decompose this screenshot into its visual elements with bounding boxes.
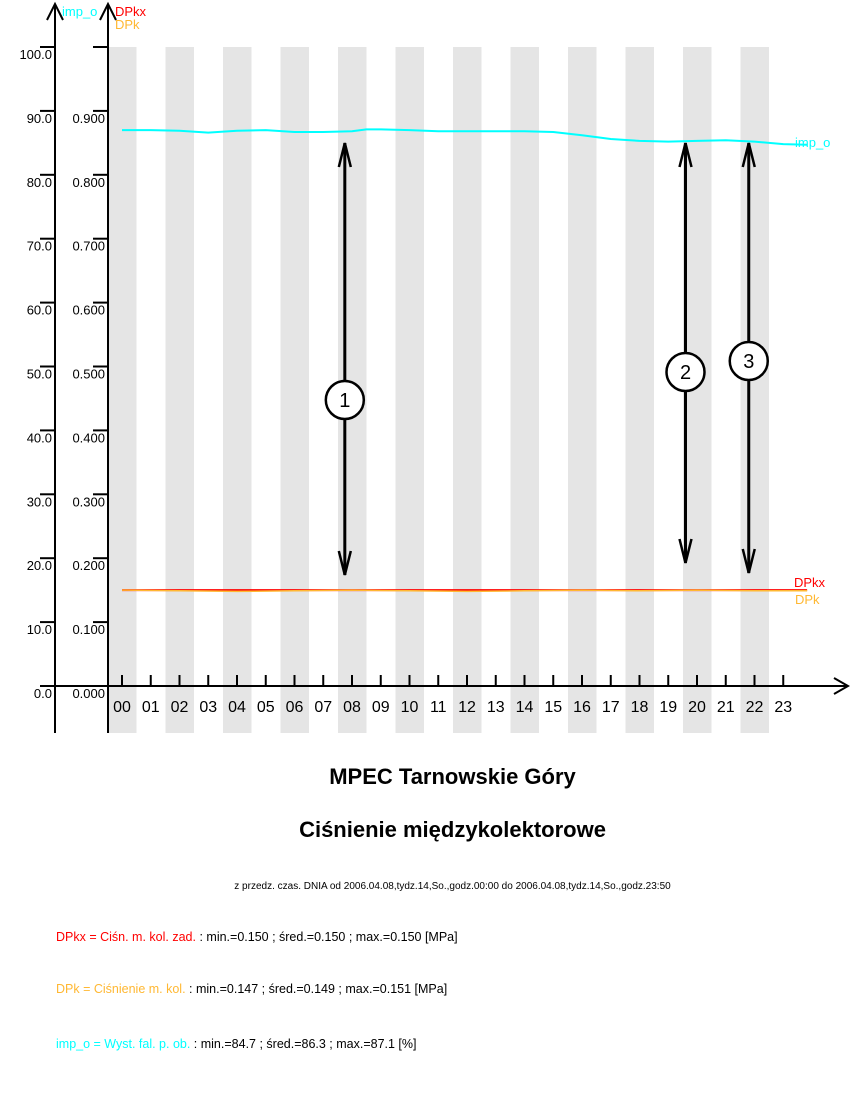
y-tick-label-right: 0.700 [72, 239, 105, 254]
x-tick-label: 17 [602, 699, 620, 716]
grid-stripe [740, 47, 769, 733]
time-period: z przedz. czas. DNIA od 2006.04.08,tydz.… [234, 881, 671, 892]
grid-stripe [165, 47, 194, 733]
y-tick-label-left: 90.0 [27, 111, 52, 126]
marker-circle [665, 351, 706, 393]
legend-stats: : min.=0.150 ; śred.=0.150 ; max.=0.150 … [195, 930, 458, 944]
x-tick-label: 12 [458, 699, 476, 716]
x-tick-label: 11 [430, 699, 447, 716]
legend-name: DPk = Ciśnienie m. kol. [56, 982, 186, 996]
x-tick-label: 07 [314, 699, 332, 716]
marker-label: 1 [339, 390, 350, 412]
y-tick-label-left: 50.0 [27, 367, 52, 382]
x-tick-label: 13 [487, 699, 505, 716]
y-tick-label-left: 80.0 [27, 175, 52, 190]
chart: imp_o DPkxDPk0.010.020.030.040.050.060.07… [19, 1, 850, 733]
series-line-dpk [121, 589, 808, 593]
x-tick-label: 18 [631, 699, 649, 716]
axis-label-imp-o: imp_o [62, 4, 97, 19]
y-tick-label-left: 0.0 [34, 686, 52, 701]
y-tick-label-right: 0.000 [72, 686, 105, 701]
x-tick-label: 23 [774, 699, 792, 716]
x-axis-arrow [833, 677, 850, 695]
series-end-label-dpk: DPk [795, 592, 820, 607]
x-tick-label: 20 [688, 699, 706, 716]
grid-stripe [453, 47, 482, 733]
x-tick-label: 01 [142, 699, 160, 716]
marker-circle [324, 379, 366, 421]
series-end-label-imp-o: imp_o [795, 135, 830, 150]
x-tick-label: 21 [717, 699, 735, 716]
y-tick-label-left: 100.0 [19, 47, 52, 62]
grid-stripe [223, 47, 252, 733]
grid-stripe [108, 47, 137, 733]
y-tick-label-left: 30.0 [27, 494, 52, 509]
y-tick-label-left: 10.0 [27, 622, 52, 637]
y-tick-label-right: 0.400 [72, 430, 105, 445]
y-tick-label-right: 0.800 [72, 175, 105, 190]
chart-title: MPEC Tarnowskie Góry [329, 764, 576, 789]
marker-label: 3 [743, 351, 754, 373]
x-tick-label: 14 [516, 699, 534, 716]
x-tick-label: 03 [199, 699, 217, 716]
legend-stats: : min.=0.147 ; śred.=0.149 ; max.=0.151 … [185, 982, 448, 996]
x-tick-label: 15 [544, 699, 562, 716]
grid-stripe [568, 47, 597, 733]
grid-stripe [395, 47, 424, 733]
axis-label-dpk: DPk [115, 17, 140, 32]
x-tick-label: 16 [573, 699, 591, 716]
x-tick-label: 10 [401, 699, 419, 716]
y-tick-label-right: 0.600 [72, 303, 105, 318]
y-tick-label-right: 0.500 [72, 367, 105, 382]
x-tick-label: 09 [372, 699, 390, 716]
y-tick-label-right: 0.100 [72, 622, 105, 637]
y-tick-label-left: 60.0 [27, 303, 52, 318]
marker-arrow-down [337, 550, 353, 576]
marker-arrow-up [741, 142, 756, 168]
legend-stats: : min.=84.7 ; śred.=86.3 ; max.=87.1 [%] [190, 1037, 417, 1051]
marker-arrow-up [337, 142, 353, 168]
series-end-label-dpkx: DPkx [794, 575, 826, 590]
x-tick-label: 05 [257, 699, 275, 716]
y-tick-label-left: 40.0 [27, 430, 52, 445]
x-tick-label: 19 [659, 699, 677, 716]
series-line-imp-o [122, 128, 808, 146]
legend-name: DPkx = Ciśn. m. kol. zad. [56, 930, 196, 944]
legend-item-dpkx: DPkx = Ciśn. m. kol. zad. : min.=0.150 ;… [56, 930, 458, 944]
marker-label: 2 [680, 362, 691, 384]
legend-item-dpk: DPk = Ciśnienie m. kol. : min.=0.147 ; ś… [56, 982, 447, 996]
y-tick-label-left: 70.0 [27, 239, 52, 254]
x-tick-label: 04 [228, 699, 246, 716]
marker-arrow-down [678, 538, 693, 564]
marker-circle [728, 340, 769, 382]
marker-arrow-down [741, 548, 756, 574]
y-tick-label-right: 0.200 [72, 558, 105, 573]
x-tick-label: 00 [113, 699, 131, 716]
legend-name: imp_o = Wyst. fal. p. ob. [56, 1037, 191, 1051]
y-tick-label-left: 20.0 [27, 558, 52, 573]
chart-subtitle: Ciśnienie międzykolektorowe [299, 817, 606, 842]
x-tick-label: 06 [286, 699, 304, 716]
marker-arrow-up [678, 142, 693, 168]
axis-label-dpkx: DPkx [115, 4, 147, 19]
legend-item-imp-o: imp_o = Wyst. fal. p. ob. : min.=84.7 ; … [56, 1037, 417, 1051]
x-tick-label: 08 [343, 699, 361, 716]
y-axis-left-arrow [46, 1, 64, 21]
grid-stripe [625, 47, 654, 733]
grid-stripe [280, 47, 309, 733]
grid-stripe [510, 47, 539, 733]
y-tick-label-right: 0.300 [72, 494, 105, 509]
y-tick-label-right: 0.900 [72, 111, 105, 126]
y-axis-right-arrow [99, 1, 117, 21]
x-tick-label: 22 [746, 699, 764, 716]
x-tick-label: 02 [171, 699, 189, 716]
